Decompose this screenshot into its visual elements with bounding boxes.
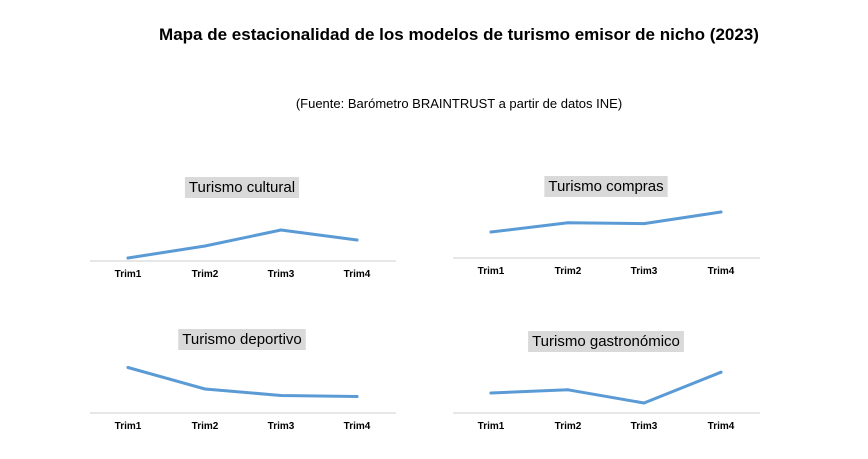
tick-label: Trim4	[708, 266, 735, 277]
tick-label: Trim1	[478, 421, 505, 432]
data-point	[203, 244, 207, 248]
panel-title-background	[528, 331, 684, 352]
source-note: (Fuente: Barómetro BRAINTRUST a partir d…	[295, 96, 623, 111]
data-point	[719, 210, 723, 214]
tick-label: Trim1	[115, 269, 142, 280]
data-point	[489, 230, 493, 234]
tick-label: Trim4	[344, 269, 371, 280]
chart-panel-3: Turismo deportivo Trim1 Trim2 Trim3 Trim4	[90, 329, 396, 432]
panel-title: Turismo cultural	[189, 179, 295, 196]
tick-label: Trim4	[344, 421, 371, 432]
data-point	[489, 391, 493, 395]
tick-label: Trim2	[192, 269, 219, 280]
panel-title: Turismo gastronómico	[532, 333, 680, 350]
data-point	[355, 238, 359, 242]
data-point	[355, 395, 359, 398]
panel-title: Turismo compras	[548, 178, 663, 195]
series-line	[489, 210, 723, 234]
data-point	[279, 394, 283, 397]
tick-label: Trim2	[555, 421, 582, 432]
series-line	[126, 228, 359, 260]
page-title: Mapa de estacionalidad de los modelos de…	[159, 25, 759, 44]
tick-label: Trim1	[478, 266, 505, 277]
chart-panel-1: Turismo cultural Trim1 Trim2 Trim3 Trim4	[90, 177, 396, 280]
tick-label: Trim3	[268, 421, 295, 432]
panel-title-background	[178, 329, 306, 350]
panel-title-background	[544, 176, 668, 197]
tick-label: Trim1	[115, 421, 142, 432]
data-point	[126, 256, 130, 260]
tick-label: Trim2	[192, 421, 219, 432]
series-line	[126, 366, 359, 398]
data-point	[566, 221, 570, 225]
tick-label: Trim3	[631, 421, 658, 432]
data-point	[566, 388, 570, 392]
data-point	[642, 222, 646, 226]
panel-title: Turismo deportivo	[182, 331, 302, 348]
tick-label: Trim4	[708, 421, 735, 432]
data-point	[203, 387, 207, 391]
series-line	[489, 370, 723, 405]
tick-label: Trim3	[631, 266, 658, 277]
data-point	[126, 366, 130, 369]
chart-panel-2: Turismo compras Trim1 Trim2 Trim3 Trim4	[453, 176, 760, 277]
chart-panel-4: Turismo gastronómico Trim1 Trim2 Trim3 Trim4	[453, 331, 760, 432]
tick-label: Trim3	[268, 269, 295, 280]
panel-title-background	[184, 177, 300, 198]
data-point	[719, 370, 723, 374]
data-point	[279, 228, 283, 232]
tick-label: Trim2	[555, 266, 582, 277]
data-point	[642, 401, 646, 405]
